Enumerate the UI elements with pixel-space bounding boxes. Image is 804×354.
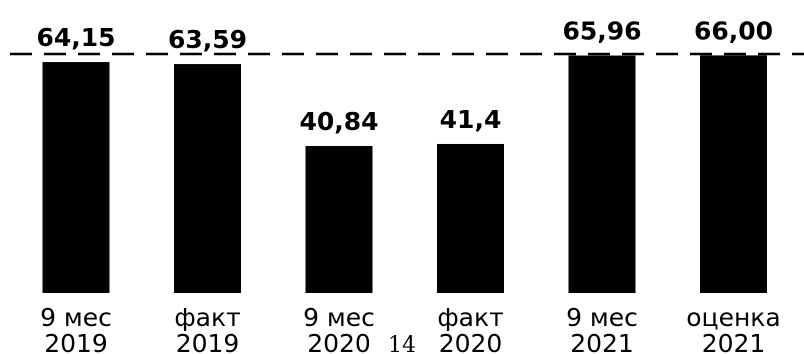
value-label-6: 66,00 xyxy=(694,16,773,45)
page-number: 14 xyxy=(388,333,416,354)
category-label-2-line-2: 2019 xyxy=(176,329,240,354)
value-label-2: 63,59 xyxy=(168,25,247,54)
bar-3 xyxy=(305,145,373,293)
bar-2 xyxy=(174,64,241,294)
category-label-2-line-1: факт xyxy=(174,303,240,332)
category-label-1-line-2: 2019 xyxy=(44,329,108,354)
category-label-1-line-1: 9 мес xyxy=(40,303,112,332)
value-label-4: 41,4 xyxy=(440,105,502,134)
value-label-5: 65,96 xyxy=(562,17,641,46)
category-label-4-line-2: 2020 xyxy=(439,329,503,354)
bar-5 xyxy=(568,55,636,293)
value-label-1: 64,15 xyxy=(36,23,115,52)
value-label-3: 40,84 xyxy=(299,107,378,136)
category-label-3-line-2: 2020 xyxy=(307,329,371,354)
bar-6 xyxy=(700,55,767,294)
category-label-5-line-2: 2021 xyxy=(570,329,634,354)
category-label-4-line-1: факт xyxy=(437,303,503,332)
category-label-3-line-1: 9 мес xyxy=(303,303,375,332)
category-label-6-line-2: 2021 xyxy=(702,329,766,354)
bar-4 xyxy=(437,143,504,293)
bar-1 xyxy=(42,62,110,294)
category-label-6-line-1: оценка xyxy=(686,303,780,332)
category-label-5-line-1: 9 мес xyxy=(566,303,638,332)
